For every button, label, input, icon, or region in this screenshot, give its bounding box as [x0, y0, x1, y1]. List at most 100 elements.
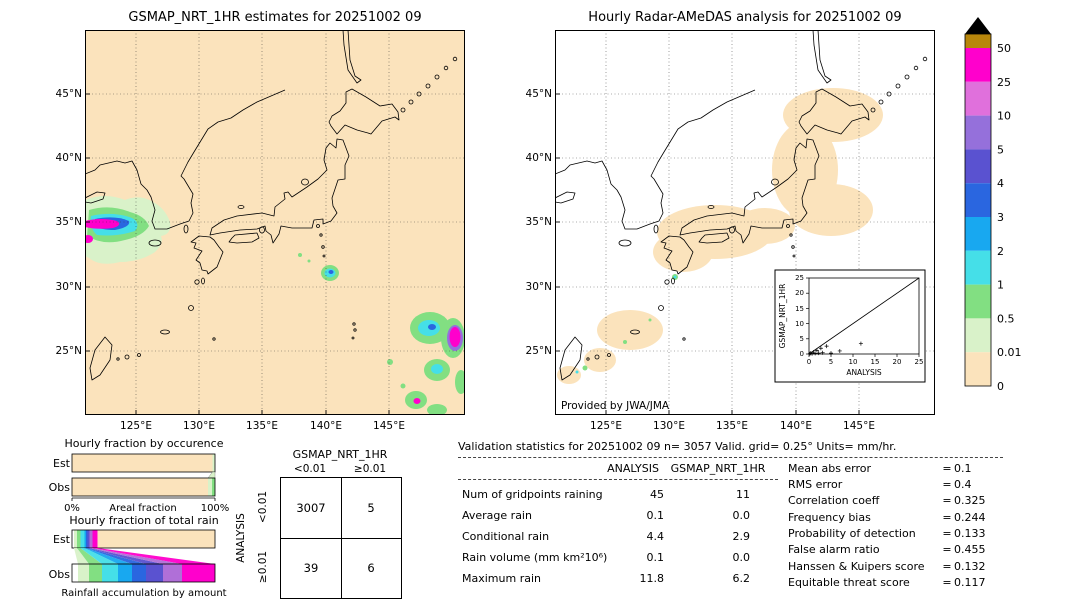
stats-col-header: ANALYSIS: [607, 462, 659, 475]
svg-text:25: 25: [915, 358, 924, 366]
occurrence-est-bar: [71, 453, 216, 473]
lon-tick-label: 130°E: [653, 420, 685, 432]
score-value: 0.244: [954, 511, 986, 524]
inset-ticks: [806, 277, 920, 357]
lon-tick-label: 130°E: [183, 420, 215, 432]
lon-tick-label: 125°E: [120, 420, 152, 432]
svg-text:0.5: 0.5: [997, 312, 1015, 325]
svg-text:0: 0: [807, 358, 811, 366]
svg-text:0: 0: [800, 350, 804, 358]
contingency-cell: 39: [303, 561, 319, 575]
lon-tick-label: 140°E: [310, 420, 342, 432]
stats-divider-header: [458, 479, 778, 480]
svg-text:20: 20: [893, 358, 902, 366]
stats-col-header: GSMAP_NRT_1HR: [670, 462, 766, 475]
lat-tick-label: 40°N: [525, 152, 552, 164]
score-line: Hanssen & Kuipers score = 0.132: [788, 560, 986, 573]
score-line: RMS error = 0.4: [788, 478, 972, 491]
svg-text:5: 5: [800, 335, 804, 343]
contingency-row-label: ≥0.01: [257, 550, 269, 584]
occurrence-connector-wedge: [207, 471, 216, 479]
radar-map: 0 5 10 15 20 25 0 5 10 15 20 25 ANALYSIS GSMAP…: [555, 30, 935, 415]
score-value: 0.1: [954, 462, 972, 475]
svg-text:0.01: 0.01: [997, 346, 1022, 359]
colorbar-overflow-triangle: [965, 17, 991, 34]
svg-text:1: 1: [997, 279, 1004, 292]
score-line: Equitable threat score = 0.117: [788, 576, 986, 589]
score-line: Probability of detection = 0.133: [788, 527, 986, 540]
lat-tick-label: 25°N: [525, 345, 552, 357]
svg-text:25: 25: [795, 274, 804, 282]
lon-tick-label: 125°E: [590, 420, 622, 432]
score-value: 0.117: [954, 576, 986, 589]
stats-title: Validation statistics for 20251002 09 n=…: [458, 440, 897, 453]
lon-tick-label: 135°E: [246, 420, 278, 432]
obs-row-label: Obs: [49, 568, 71, 581]
areal-axis-max: 100%: [201, 503, 230, 514]
svg-text:20: 20: [795, 289, 804, 297]
gsmap-map: [85, 30, 465, 415]
areal-axis-label: Areal fraction: [109, 503, 176, 514]
est-row-label: Est: [53, 457, 71, 470]
svg-text:15: 15: [795, 305, 804, 313]
contingency-cell: 6: [367, 561, 375, 575]
contingency-table: 3007 5 39 6: [280, 477, 402, 599]
svg-text:5: 5: [997, 143, 1004, 156]
score-line: Mean abs error = 0.1: [788, 462, 972, 475]
areal-axis: [71, 497, 216, 501]
lat-tick-label: 35°N: [525, 216, 552, 228]
svg-text:0: 0: [997, 380, 1004, 393]
inset-diagonal-line: [808, 277, 920, 355]
total-rain-est-bar: [71, 529, 216, 549]
gsmap-map-title: GSMAP_NRT_1HR estimates for 20251002 09: [128, 10, 422, 25]
colorbar-border: [964, 33, 992, 387]
validation-stats-panel: Validation statistics for 20251002 09 n=…: [458, 438, 1006, 608]
radar-map-border: [555, 30, 935, 415]
contingency-col-label: <0.01: [293, 463, 327, 475]
inset-xtick-labels: 0 5 10 15 20 25: [807, 358, 924, 366]
contingency-header: GSMAP_NRT_1HR: [292, 448, 388, 461]
lat-tick-label: 30°N: [525, 281, 552, 293]
lat-tick-label: 35°N: [55, 216, 82, 228]
inset-plot-area: [808, 277, 920, 355]
svg-text:5: 5: [829, 358, 833, 366]
svg-text:10: 10: [849, 358, 858, 366]
lon-tick-label: 140°E: [780, 420, 812, 432]
obs-row-label: Obs: [49, 481, 71, 494]
score-line: False alarm ratio = 0.455: [788, 543, 986, 556]
lat-tick-label: 30°N: [55, 281, 82, 293]
score-value: 0.455: [954, 543, 986, 556]
svg-text:15: 15: [871, 358, 880, 366]
lat-tick-label: 25°N: [55, 345, 82, 357]
colorbar-labels: 50 25 10 5 4 3 2 1 0.5 0.01 0: [997, 42, 1022, 393]
lat-tick-label: 45°N: [55, 88, 82, 100]
lon-tick-label: 145°E: [843, 420, 875, 432]
contingency-divider-h: [281, 538, 401, 539]
colorbar-segments: [965, 34, 991, 386]
score-line: Correlation coeff = 0.325: [788, 494, 986, 507]
colorbar: 50 25 10 5 4 3 2 1 0.5 0.01 0: [964, 17, 1022, 393]
svg-text:50: 50: [997, 42, 1011, 55]
total-rain-connector-fan: [74, 548, 215, 564]
svg-text:3: 3: [997, 211, 1004, 224]
lon-tick-label: 145°E: [373, 420, 405, 432]
radar-precipitation: [557, 88, 883, 384]
lat-tick-label: 40°N: [55, 152, 82, 164]
occurrence-chart-title: Hourly fraction by occurence: [65, 437, 224, 450]
lat-tick-label: 45°N: [525, 88, 552, 100]
contingency-row-axis: ANALYSIS: [235, 513, 247, 563]
accumulation-label: Rainfall accumulation by amount: [61, 588, 226, 599]
score-value: 0.4: [954, 478, 972, 491]
total-rain-obs-bar: [71, 563, 216, 583]
areal-axis-min: 0%: [64, 503, 80, 514]
inset-ytick-labels: 0 5 10 15 20 25: [795, 274, 804, 358]
fraction-charts: Hourly fraction by occurence Est Obs 0% …: [49, 437, 230, 599]
svg-text:25: 25: [997, 76, 1011, 89]
score-value: 0.132: [954, 560, 986, 573]
contingency-cell: 5: [367, 501, 375, 515]
lon-tick-label: 135°E: [716, 420, 748, 432]
total-rain-chart-title: Hourly fraction of total rain: [69, 514, 218, 527]
svg-text:4: 4: [997, 177, 1004, 190]
radar-map-title: Hourly Radar-AMeDAS analysis for 2025100…: [588, 10, 902, 25]
